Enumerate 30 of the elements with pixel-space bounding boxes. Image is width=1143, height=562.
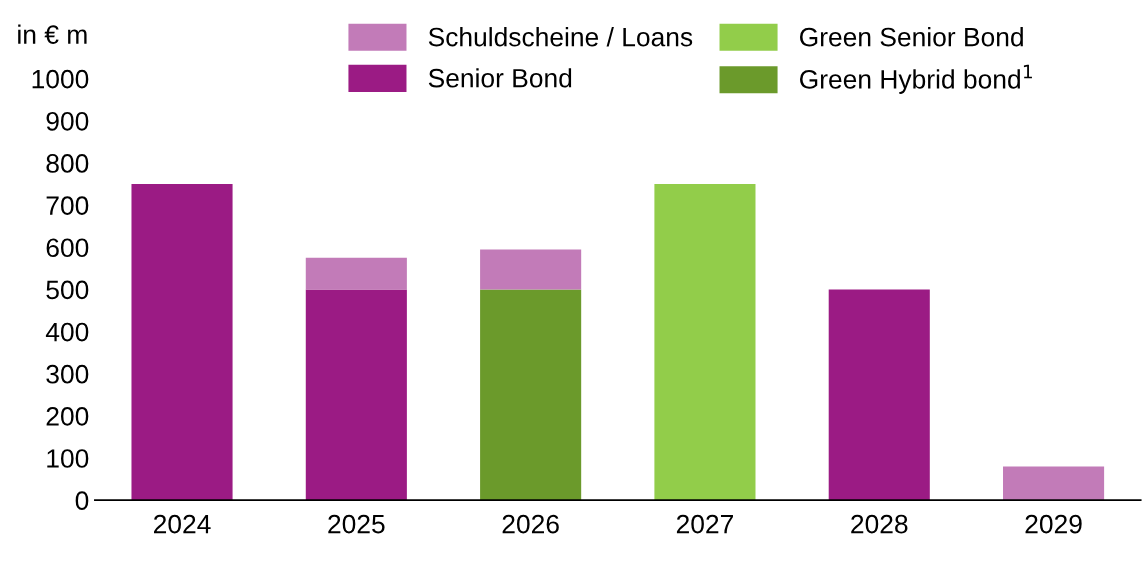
legend-label: Green Hybrid bond$^{1}$ xyxy=(800,64,1032,94)
legend-label: Schuldscheine / Loans xyxy=(428,27,693,47)
bar xyxy=(480,289,582,501)
y-tick-label: 400 xyxy=(45,322,89,342)
legend-label: Green Senior Bond xyxy=(800,27,1023,47)
y-tick-label: 800 xyxy=(46,154,89,173)
y-tick-label: 600 xyxy=(46,238,89,258)
bar xyxy=(828,289,930,501)
x-tick-label: 2024 xyxy=(154,514,211,534)
bar xyxy=(1003,466,1105,501)
y-tick-label: 100 xyxy=(47,449,89,468)
bar xyxy=(654,184,756,501)
x-tick-label: 2025 xyxy=(328,514,385,534)
x-tick-label: 2029 xyxy=(1025,514,1082,534)
y-tick-label: 700 xyxy=(46,196,89,215)
y-axis-title: in € m xyxy=(18,24,87,44)
y-tick-label: 200 xyxy=(46,407,89,426)
bar xyxy=(480,249,582,290)
x-tick-label: 2026 xyxy=(502,514,559,534)
bar xyxy=(305,257,407,290)
bar xyxy=(131,184,233,501)
y-tick-label: 300 xyxy=(46,364,89,384)
y-tick-label: 900 xyxy=(46,111,89,131)
y-tick-label: 1000 xyxy=(32,69,89,89)
y-tick-label: 500 xyxy=(46,280,89,300)
y-tick-label: 0 xyxy=(75,491,89,510)
x-tick-label: 2027 xyxy=(676,514,733,534)
bar xyxy=(305,289,407,501)
x-tick-label: 2028 xyxy=(851,514,908,534)
legend-label: Senior Bond xyxy=(428,68,572,88)
